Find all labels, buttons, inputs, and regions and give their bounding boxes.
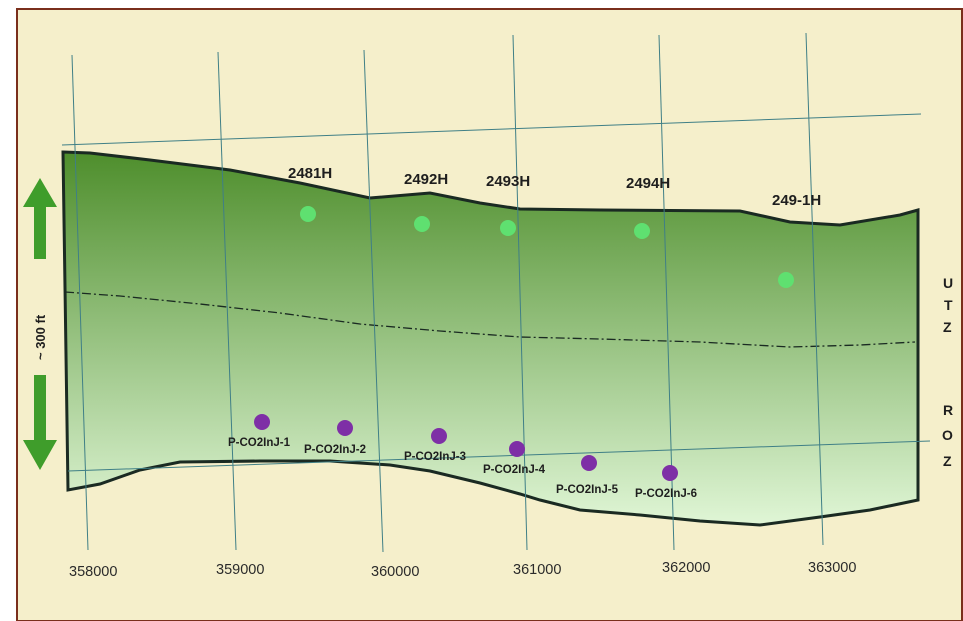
injection-well-marker [581, 455, 597, 471]
production-well-label: 2494H [626, 175, 670, 192]
zone-letter: O [942, 427, 953, 443]
grid-line-vertical [658, 34, 675, 551]
injection-well-marker [254, 414, 270, 430]
grid-coordinate-label: 359000 [216, 562, 264, 578]
injection-well-label: P-CO2InJ-4 [483, 464, 546, 476]
production-well-marker [300, 206, 316, 222]
injection-well-label: P-CO2InJ-2 [304, 444, 366, 456]
production-well-marker [634, 223, 650, 239]
zone-labels: U T Z R O Z [942, 275, 953, 469]
grid-coordinate-labels: 358000 359000 360000 361000 362000 36300… [69, 560, 856, 580]
grid-coordinate-label: 363000 [808, 560, 856, 576]
production-well-label: 2492H [404, 171, 448, 188]
injection-well-label: P-CO2InJ-5 [556, 484, 619, 496]
thickness-label: ~ 300 ft [33, 314, 48, 360]
injection-wells: P-CO2InJ-1 P-CO2InJ-2 P-CO2InJ-3 P-CO2In… [228, 414, 697, 500]
production-well-marker [778, 272, 794, 288]
injection-well-marker [431, 428, 447, 444]
injection-well-marker [337, 420, 353, 436]
down-arrow-icon [23, 375, 57, 470]
grid-coordinate-label: 361000 [513, 562, 561, 578]
grid-line-vertical [71, 54, 89, 551]
zone-letter: U [943, 275, 953, 291]
grid-line-vertical [217, 51, 237, 551]
grid-line-horizontal [67, 440, 931, 472]
zone-letter: Z [943, 453, 952, 469]
production-wells: 2481H 2492H 2493H 2494H 249-1H [288, 165, 821, 288]
grid-line-horizontal [61, 113, 922, 146]
zone-letter: Z [943, 319, 952, 335]
reservoir-body [61, 150, 920, 527]
injection-well-label: P-CO2InJ-1 [228, 437, 291, 449]
production-well-label: 2493H [486, 173, 530, 190]
injection-well-marker [509, 441, 525, 457]
zone-boundary-line [64, 291, 916, 348]
production-well-label: 249-1H [772, 192, 821, 209]
injection-well-marker [662, 465, 678, 481]
production-well-label: 2481H [288, 165, 332, 182]
grid-lines [61, 32, 931, 553]
up-arrow-icon [23, 178, 57, 259]
thickness-indicator: ~ 300 ft [23, 178, 57, 470]
zone-letter: R [943, 402, 953, 418]
injection-well-label: P-CO2InJ-6 [635, 488, 697, 500]
injection-well-label: P-CO2InJ-3 [404, 451, 466, 463]
production-well-marker [500, 220, 516, 236]
zone-letter: T [944, 297, 953, 313]
grid-coordinate-label: 362000 [662, 560, 710, 576]
grid-coordinate-label: 360000 [371, 564, 419, 580]
production-well-marker [414, 216, 430, 232]
grid-coordinate-label: 358000 [69, 564, 117, 580]
grid-line-vertical [512, 34, 528, 551]
